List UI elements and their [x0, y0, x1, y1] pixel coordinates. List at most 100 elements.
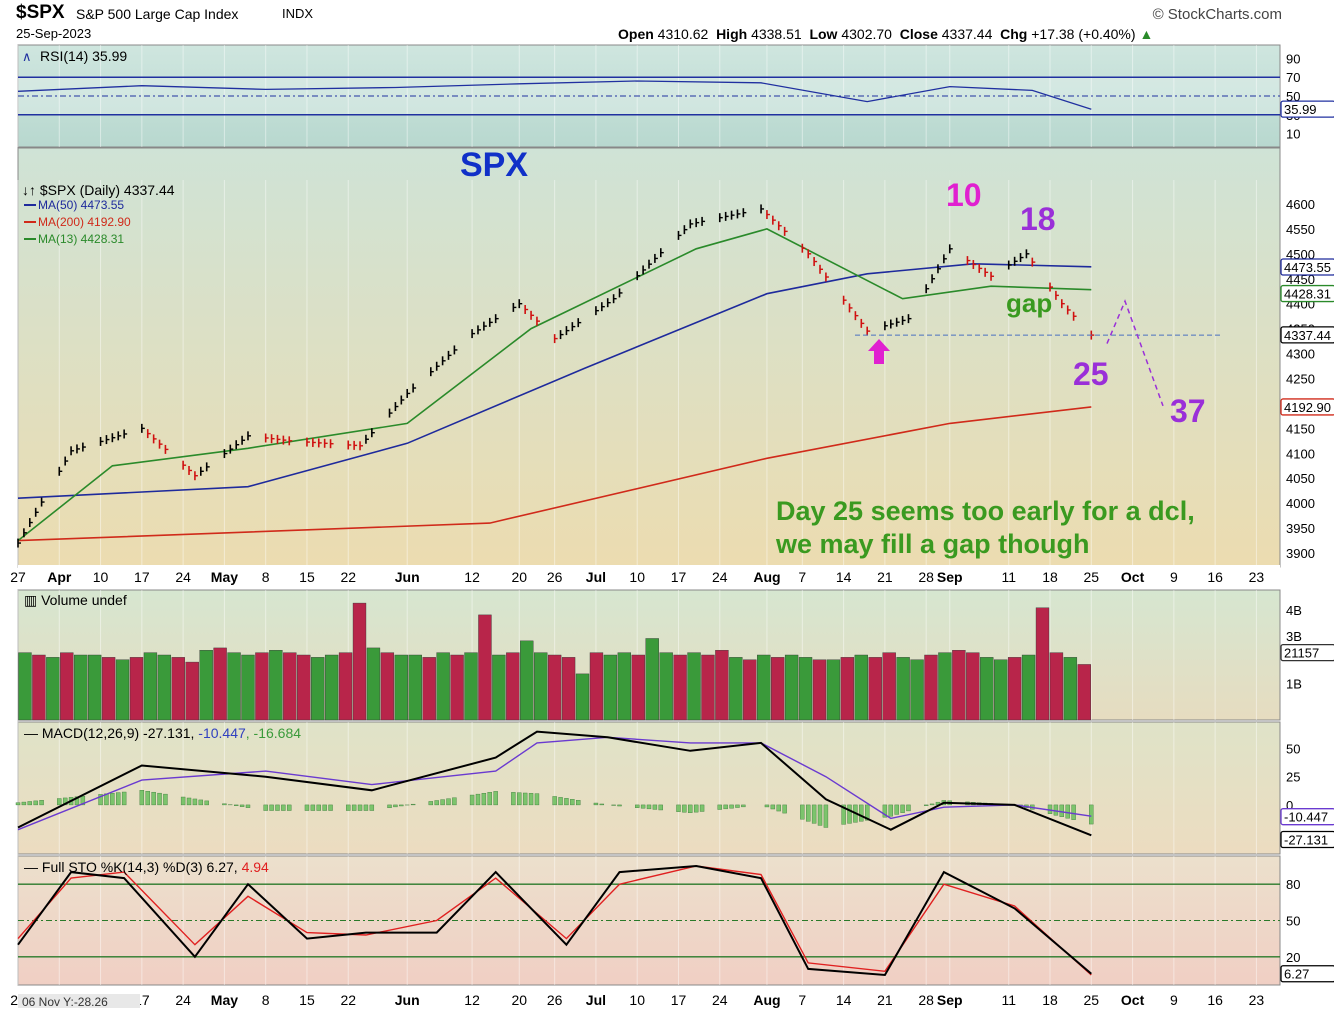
x-tick-label: 14 [836, 992, 852, 1008]
macd-hist-bar [741, 804, 746, 808]
macd-hist-bar [776, 804, 781, 812]
macd-hist-bar [806, 804, 811, 822]
macd-hist-bar [351, 804, 357, 811]
volume-bar [74, 654, 88, 721]
macd-hist-bar [800, 804, 805, 820]
x-tick-label: 8 [262, 569, 270, 585]
volume-bar [506, 652, 520, 721]
y-tick-label: 0 [1286, 798, 1293, 813]
volume-bar [366, 647, 381, 721]
ma-line-MA200 [17, 406, 1092, 542]
macd-hist-bar [570, 799, 575, 806]
ma13-tag: 4428.31 [1280, 284, 1334, 303]
macd-hist-bar [900, 804, 905, 813]
x-tick-label: 10 [629, 569, 645, 585]
macd-hist-bar [434, 800, 439, 806]
macd-hist-bar [222, 803, 227, 806]
macd-hist-bar [817, 804, 823, 826]
cycle-label-18: 18 [1020, 201, 1056, 237]
macd-hist-bar [180, 796, 186, 806]
volume-bar [673, 654, 687, 721]
x-tick-label: 22 [340, 992, 356, 1008]
volume-last-tag: 21157 [1280, 643, 1334, 662]
volume-bar [1049, 652, 1064, 721]
right-value-label: 4337.44 [1284, 328, 1331, 343]
macd-hist-bar [729, 804, 734, 809]
volume-bar [743, 659, 757, 721]
ma-line-MA50 [17, 262, 1092, 499]
cycle-label-37: 37 [1170, 393, 1206, 429]
x-tick-label: 25 [1084, 992, 1100, 1008]
x-tick-label: 18 [1042, 569, 1058, 585]
volume-bar [575, 673, 590, 721]
x-tick-label: 27 [10, 569, 26, 585]
spx-title: SPX [460, 146, 528, 184]
volume-bar [436, 652, 450, 721]
macd-hist-bar [192, 798, 198, 806]
cycle-label-10: 10 [946, 177, 982, 213]
macd-hist-bar [764, 804, 770, 808]
y-tick-label: 4100 [1286, 446, 1315, 461]
volume-bar [729, 657, 743, 721]
macd-hist-bar [859, 804, 864, 822]
volume-bar [1021, 654, 1036, 721]
volume-bar [547, 654, 562, 721]
x-tick-label: Aug [753, 992, 780, 1008]
macd-hist-bar [1053, 804, 1059, 816]
macd-hist-bar [233, 804, 239, 806]
price-y-axis: 4600455045004450440043504300425042004150… [1286, 197, 1315, 561]
macd-hist-bar [906, 804, 911, 812]
volume-bar [994, 659, 1008, 721]
macd-hist-bar [198, 799, 204, 806]
macd-hist-bar [157, 792, 162, 806]
macd-hist-bar [410, 803, 416, 806]
volume-bar [770, 657, 785, 721]
x-tick-label: 21 [877, 992, 893, 1008]
macd-hist-bar [163, 793, 168, 806]
ohlc-readout: Open 4310.62 High 4338.51 Low 4302.70 Cl… [618, 26, 1154, 42]
macd-hist-bar [552, 796, 557, 806]
volume-bar [840, 657, 855, 721]
x-tick-label: 12 [464, 992, 480, 1008]
macd-hist-bar [186, 797, 192, 806]
macd-hist-bar [676, 804, 681, 812]
right-value-label: -27.131 [1284, 832, 1328, 847]
x-tick-label: 26 [547, 569, 563, 585]
macd-hist-bar [151, 791, 156, 806]
volume-bar [492, 654, 506, 721]
volume-bar [129, 657, 144, 721]
volume-bar [60, 652, 74, 721]
axis-strip-1 [18, 565, 1280, 587]
x-tick-label: 28 [918, 569, 934, 585]
volume-bar [297, 654, 311, 721]
x-tick-label: 24 [712, 569, 728, 585]
panel-price-bg [17, 147, 1281, 568]
x-tick-label: 23 [1249, 992, 1265, 1008]
macd-hist-bar [864, 804, 870, 821]
x-tick-label: 24 [175, 569, 191, 585]
right-value-label: -10.447 [1284, 810, 1328, 825]
x-tick-label: 12 [464, 569, 480, 585]
y-tick-label: 4150 [1286, 421, 1315, 436]
rsi-line [17, 80, 1092, 110]
y-tick-label: 4050 [1286, 471, 1315, 486]
x-tick-label: 11 [1001, 569, 1016, 585]
x-tick-label: Aug [753, 569, 780, 585]
x-tick-label: Apr [47, 569, 72, 585]
volume-bar [324, 654, 339, 721]
y-tick-label: 70 [1286, 70, 1300, 85]
legend-entry: MA(13) 4428.31 [38, 232, 124, 246]
legend-entry: MA(200) 4192.90 [38, 215, 131, 229]
macd-hist-bar [310, 804, 316, 811]
right-value-label: 4428.31 [1284, 287, 1331, 302]
x-tick-label: 7 [798, 569, 806, 585]
sto-title: — Full STO %K(14,3) %D(3) 6.27, 4.94 [24, 859, 269, 875]
source-credit: © StockCharts.com [1152, 6, 1282, 23]
macd-hist-bar [658, 804, 663, 811]
macd-hist-bar [1089, 804, 1094, 825]
index-name: S&P 500 Large Cap Index [76, 6, 239, 22]
macd-hist-bar [369, 804, 375, 811]
x-tick-label: 17 [134, 569, 150, 585]
right-value-label: 6.27 [1284, 967, 1309, 982]
x-tick-label: 26 [547, 992, 563, 1008]
